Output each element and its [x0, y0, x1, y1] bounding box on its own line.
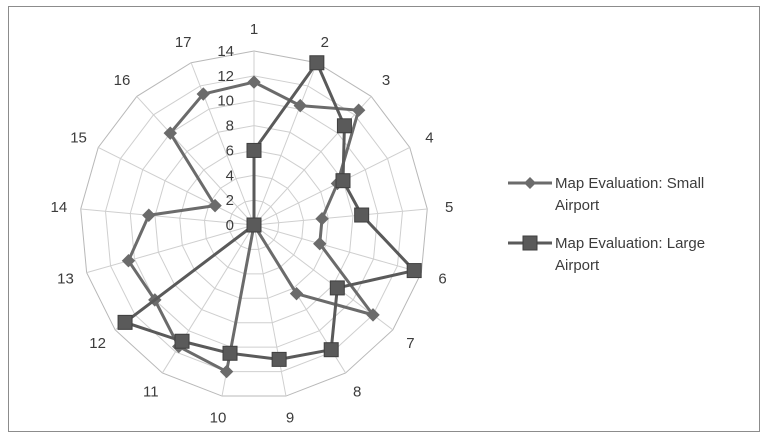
spoke-17 — [190, 62, 255, 226]
data-point-7 — [366, 308, 380, 322]
series-line — [126, 80, 375, 374]
data-point-1 — [246, 142, 262, 158]
spoke-label-15: 15 — [70, 130, 87, 147]
spoke-label-16: 16 — [114, 72, 131, 89]
legend-label-line: Map Evaluation: Small — [555, 175, 704, 192]
data-point-8 — [323, 342, 339, 358]
spoke-label-8: 8 — [353, 384, 361, 401]
spoke-3 — [253, 96, 372, 226]
data-point-2 — [293, 98, 307, 113]
data-point-11 — [174, 333, 190, 349]
chart-frame — [8, 6, 760, 432]
data-point-7 — [329, 280, 345, 296]
spoke-label-1: 1 — [250, 21, 258, 38]
spoke-4 — [253, 146, 410, 226]
grid-ring-12 — [104, 75, 404, 373]
data-point-4 — [335, 173, 351, 189]
data-point-17 — [246, 217, 262, 233]
spoke-label-17: 17 — [175, 34, 192, 51]
spoke-label-13: 13 — [57, 271, 74, 288]
spoke-label-9: 9 — [286, 410, 294, 427]
series-large-airport — [117, 55, 422, 367]
spoke-2 — [253, 62, 318, 226]
data-point-3 — [351, 103, 366, 117]
radial-tick-14: 14 — [217, 43, 234, 60]
spoke-label-5: 5 — [445, 199, 453, 216]
data-point-2 — [309, 55, 325, 71]
spoke-label-12: 12 — [89, 335, 106, 352]
legend-entry-large-airport: Map Evaluation: Large Airport — [508, 235, 705, 274]
spoke-label-2: 2 — [321, 34, 329, 51]
data-point-6 — [406, 263, 422, 279]
data-point-16 — [163, 126, 177, 140]
grid-ring-6 — [179, 149, 329, 299]
spoke-label-7: 7 — [406, 335, 414, 352]
series-small-airport — [121, 75, 380, 379]
spoke-14 — [80, 208, 255, 226]
spoke-16 — [136, 96, 255, 226]
spoke-6 — [253, 224, 422, 274]
radial-tick-labels: 0 2 4 6 8 10 12 14 — [217, 43, 234, 234]
legend-marker — [524, 177, 536, 189]
radial-tick-6: 6 — [226, 142, 234, 159]
data-point-3 — [336, 118, 352, 134]
data-point-17 — [196, 87, 210, 101]
spoke-5 — [253, 208, 428, 226]
legend-label-line: Map Evaluation: Large — [555, 235, 705, 252]
radial-tick-4: 4 — [226, 167, 234, 184]
data-point-8 — [289, 286, 304, 301]
data-point-5 — [315, 211, 329, 226]
legend-marker — [522, 235, 538, 251]
spoke-label-4: 4 — [425, 130, 433, 147]
radial-tick-8: 8 — [226, 118, 234, 135]
data-point-12 — [117, 314, 133, 330]
grid-ring-10 — [129, 100, 379, 348]
spoke-13 — [86, 224, 255, 274]
radial-tick-12: 12 — [217, 68, 234, 85]
radial-tick-2: 2 — [226, 192, 234, 209]
data-point-13 — [121, 254, 136, 268]
data-point-14 — [142, 208, 156, 222]
data-point-1 — [247, 75, 261, 89]
grid-ring-14 — [80, 50, 428, 397]
data-point-9 — [271, 351, 287, 367]
spoke-label-11: 11 — [143, 384, 159, 401]
series-line — [123, 61, 416, 361]
spoke-label-14: 14 — [50, 199, 67, 216]
radial-tick-0: 0 — [226, 217, 234, 234]
data-point-5 — [354, 207, 370, 223]
spoke-label-6: 6 — [438, 271, 446, 288]
series-layer — [117, 55, 422, 379]
spoke-9 — [253, 224, 287, 397]
radial-tick-10: 10 — [217, 93, 234, 110]
legend-label-line: Airport — [555, 257, 600, 274]
data-point-10 — [219, 364, 234, 379]
legend-label-line: Airport — [555, 197, 600, 214]
data-point-15 — [208, 198, 222, 213]
data-point-6 — [313, 236, 327, 251]
grid-ring-2 — [228, 199, 280, 250]
spoke-label-10: 10 — [210, 410, 227, 427]
spoke-15 — [98, 146, 255, 226]
spoke-label-3: 3 — [382, 72, 390, 89]
data-point-10 — [222, 345, 238, 361]
legend-entry-small-airport: Map Evaluation: Small Airport — [508, 175, 704, 214]
